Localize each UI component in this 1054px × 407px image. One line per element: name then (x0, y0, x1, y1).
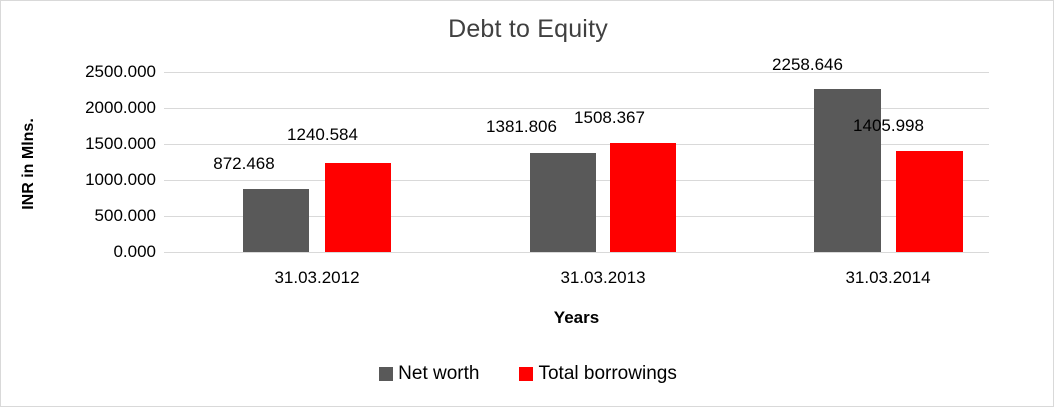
x-axis-title: Years (553, 308, 600, 327)
y-axis-title: INR in Mlns. (15, 71, 43, 256)
bar-net-worth-2014[interactable] (814, 89, 881, 252)
bar-net-worth-2013[interactable] (530, 152, 596, 252)
gridline (164, 252, 989, 253)
legend-swatch-icon (379, 367, 394, 381)
x-tick-label-2012: 31.03.2012 (274, 268, 360, 287)
legend-item-net-worth[interactable]: Net worth (379, 363, 479, 385)
gridline (164, 108, 989, 109)
gridline (164, 144, 989, 145)
y-tick-label: 2000.000 (85, 98, 156, 117)
y-axis-title-label: INR in Mlns. (20, 117, 37, 210)
y-tick-label: 500.000 (94, 206, 156, 225)
data-label-net-worth-2013: 1381.806 (486, 117, 557, 136)
x-tick-label-2013: 31.03.2013 (560, 268, 646, 287)
bar-total-borrowings-2013[interactable] (610, 143, 676, 252)
data-label-net-worth-2014: 2258.646 (772, 55, 843, 74)
bar-net-worth-2012[interactable] (243, 189, 309, 252)
plot-area (164, 72, 989, 253)
legend-item-total-borrowings[interactable]: Total borrowings (519, 363, 677, 385)
y-tick-label: 1500.000 (85, 134, 156, 153)
bar-total-borrowings-2014[interactable] (896, 150, 963, 252)
data-label-total-borrowings-2012: 1240.584 (287, 125, 358, 144)
legend-swatch-icon (519, 367, 534, 381)
data-label-net-worth-2012: 872.468 (213, 154, 275, 173)
bar-total-borrowings-2012[interactable] (325, 162, 391, 252)
chart-legend: Net worth Total borrowings (1, 363, 1053, 385)
legend-label-net-worth: Net worth (398, 363, 480, 384)
gridline (164, 72, 989, 73)
data-label-total-borrowings-2013: 1508.367 (574, 108, 645, 127)
y-tick-label: 1000.000 (85, 170, 156, 189)
y-tick-label: 0.000 (113, 242, 156, 261)
y-axis-tick-labels: 2500.000 2000.000 1500.000 1000.000 500.… (41, 1, 156, 406)
x-tick-label-2014: 31.03.2014 (845, 268, 931, 287)
y-tick-label: 2500.000 (85, 62, 156, 81)
chart-title: Debt to Equity (448, 15, 608, 43)
legend-label-total-borrowings: Total borrowings (538, 363, 677, 384)
data-label-total-borrowings-2014: 1405.998 (853, 116, 924, 135)
